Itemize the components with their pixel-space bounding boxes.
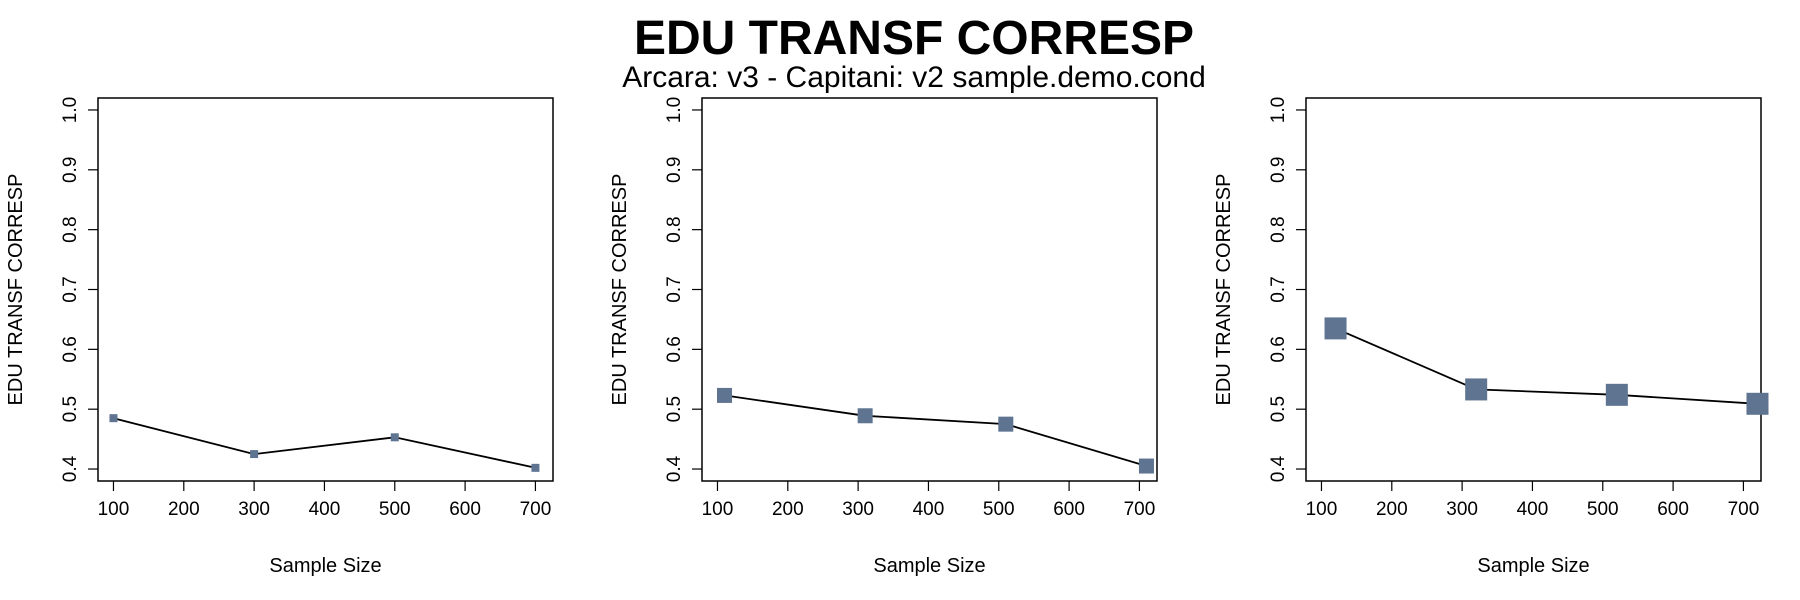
y-tick-label: 0.8	[664, 216, 685, 242]
data-point	[250, 450, 259, 459]
data-point	[857, 408, 873, 424]
y-tick-label: 0.7	[664, 276, 685, 302]
y-tick-label: 0.6	[60, 336, 81, 362]
y-tick-label: 0.7	[60, 276, 81, 302]
y-tick-label: 0.4	[1268, 455, 1289, 482]
x-tick-label: 100	[98, 499, 130, 520]
chart-panel-2: 100 200 300 400 500 600 700 0.4 0.5 0.6 0.7 0.8 0.9 1…	[609, 97, 1158, 577]
data-point	[1605, 383, 1628, 406]
x-tick-label: 700	[1728, 499, 1760, 520]
data-point	[531, 463, 540, 472]
x-tick-label: 300	[238, 499, 270, 520]
chart-title: EDU TRANSF CORRESP	[634, 12, 1194, 65]
x-axis-label: Sample Size	[1477, 555, 1589, 577]
x-tick-label: 400	[309, 499, 341, 520]
x-tick-label: 300	[1446, 499, 1478, 520]
data-point	[1138, 458, 1154, 474]
chart-panel-3: 100 200 300 400 500 600 700 0.4 0.5 0.6 0.7 0.8 0.9 1…	[1213, 97, 1769, 577]
y-tick-label: 0.8	[60, 216, 81, 242]
x-tick-label: 700	[1124, 499, 1156, 520]
data-point	[998, 416, 1014, 432]
data-point	[717, 387, 733, 403]
y-tick-label: 1.0	[1268, 97, 1289, 123]
series-line	[113, 417, 536, 469]
y-tick-label: 0.9	[1268, 157, 1289, 183]
x-tick-label: 100	[702, 499, 734, 520]
x-axis-label: Sample Size	[269, 555, 381, 577]
x-tick-label: 500	[379, 499, 411, 520]
y-tick-label: 0.6	[1268, 336, 1289, 362]
data-point	[1465, 378, 1488, 401]
chart-subtitle: Arcara: v3 - Capitani: v2 sample.demo.co…	[622, 61, 1206, 94]
y-tick-label: 0.5	[60, 396, 81, 422]
plot-frame	[97, 97, 554, 482]
x-tick-label: 500	[983, 499, 1015, 520]
data-point	[109, 414, 118, 423]
x-tick-label: 200	[1376, 499, 1408, 520]
x-tick-label: 500	[1587, 499, 1619, 520]
x-tick-label: 600	[1053, 499, 1085, 520]
y-tick-label: 0.9	[60, 157, 81, 183]
x-tick-label: 600	[449, 499, 481, 520]
y-axis-label: EDU TRANSF CORRESP	[609, 174, 631, 406]
x-tick-label: 200	[168, 499, 200, 520]
y-tick-label: 1.0	[664, 97, 685, 123]
y-tick-label: 0.4	[664, 455, 685, 482]
y-tick-label: 0.9	[664, 157, 685, 183]
y-axis-label: EDU TRANSF CORRESP	[1213, 174, 1235, 406]
y-tick-label: 0.4	[60, 455, 81, 482]
plot-frame	[701, 97, 1158, 482]
y-tick-label: 1.0	[60, 97, 81, 123]
series-line	[724, 394, 1147, 467]
y-tick-label: 0.8	[1268, 216, 1289, 242]
y-tick-label: 0.5	[1268, 396, 1289, 422]
plot-frame	[1305, 97, 1762, 482]
x-tick-label: 700	[520, 499, 552, 520]
data-point	[1746, 392, 1769, 415]
x-tick-label: 100	[1306, 499, 1338, 520]
x-tick-label: 200	[772, 499, 804, 520]
y-tick-label: 0.6	[664, 336, 685, 362]
x-tick-label: 300	[842, 499, 874, 520]
x-tick-label: 400	[913, 499, 945, 520]
chart-panel-1: 100 200 300 400 500 600 700 0.4 0.5 0.6 0.7 0.8 0.9 1…	[5, 97, 554, 577]
series-line	[1335, 327, 1758, 405]
y-axis-label: EDU TRANSF CORRESP	[5, 174, 27, 406]
data-point	[1324, 317, 1347, 340]
y-tick-label: 0.7	[1268, 276, 1289, 302]
x-axis-label: Sample Size	[873, 555, 985, 577]
data-point	[390, 433, 399, 442]
y-tick-label: 0.5	[664, 396, 685, 422]
x-tick-label: 400	[1517, 499, 1549, 520]
x-tick-label: 600	[1657, 499, 1689, 520]
chart-panels: 100 200 300 400 500 600 700 0.4 0.5 0.6 0.7 0.8 0.9 1…	[5, 97, 1769, 577]
